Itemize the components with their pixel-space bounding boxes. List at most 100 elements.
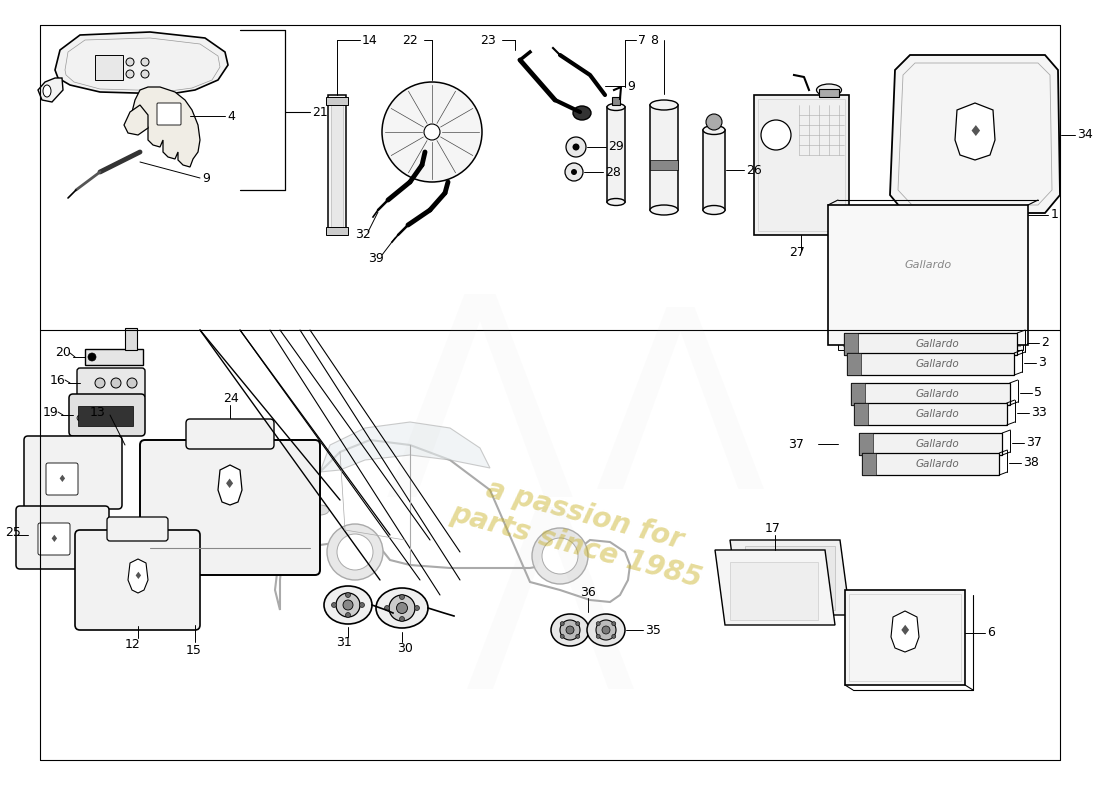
Circle shape [327, 524, 383, 580]
Bar [78, 406, 133, 426]
Polygon shape [730, 540, 850, 615]
FancyBboxPatch shape [24, 436, 122, 509]
Circle shape [575, 622, 580, 626]
Bar [703, 130, 725, 210]
Circle shape [542, 538, 578, 574]
Text: ♦: ♦ [224, 478, 235, 491]
Text: a passion for
parts since 1985: a passion for parts since 1985 [447, 467, 713, 593]
Ellipse shape [607, 198, 625, 206]
FancyBboxPatch shape [157, 103, 182, 125]
Polygon shape [39, 78, 63, 102]
Circle shape [336, 593, 360, 617]
FancyBboxPatch shape [77, 368, 145, 398]
Polygon shape [955, 103, 996, 160]
Bar [861, 453, 999, 475]
Ellipse shape [311, 505, 329, 515]
Bar [847, 353, 860, 375]
Text: 31: 31 [336, 637, 352, 650]
Bar [844, 333, 858, 355]
Circle shape [706, 114, 722, 130]
Circle shape [596, 634, 601, 638]
Text: 28: 28 [605, 166, 620, 178]
Text: ♦: ♦ [899, 624, 911, 638]
Circle shape [88, 353, 96, 361]
Text: 19: 19 [43, 406, 58, 418]
Circle shape [566, 626, 574, 634]
FancyBboxPatch shape [39, 523, 70, 555]
Circle shape [126, 58, 134, 66]
Ellipse shape [551, 614, 588, 646]
FancyBboxPatch shape [69, 394, 145, 436]
Ellipse shape [816, 84, 842, 96]
Ellipse shape [376, 588, 428, 628]
FancyBboxPatch shape [107, 517, 168, 541]
Bar [328, 95, 346, 235]
Circle shape [87, 415, 94, 421]
Circle shape [424, 124, 440, 140]
Ellipse shape [607, 103, 625, 110]
Circle shape [566, 137, 586, 157]
Circle shape [572, 143, 580, 150]
Text: 13: 13 [90, 406, 106, 418]
Polygon shape [128, 559, 148, 593]
FancyBboxPatch shape [186, 419, 274, 449]
Text: 5: 5 [1034, 386, 1042, 399]
Bar [861, 453, 876, 475]
Text: 25: 25 [6, 526, 21, 538]
Bar [326, 97, 348, 105]
Bar [758, 99, 845, 231]
Text: 14: 14 [362, 34, 377, 46]
Text: 20: 20 [55, 346, 70, 359]
Circle shape [399, 594, 405, 599]
Bar [859, 433, 872, 455]
Circle shape [560, 622, 564, 626]
Text: 38: 38 [1023, 457, 1040, 470]
Text: 7: 7 [638, 34, 646, 46]
Bar [849, 594, 961, 681]
Text: 6: 6 [987, 626, 994, 639]
Circle shape [141, 58, 149, 66]
Circle shape [360, 602, 364, 607]
Text: 37: 37 [1026, 437, 1042, 450]
Circle shape [345, 613, 351, 618]
Bar [612, 97, 620, 105]
Text: 1: 1 [1050, 209, 1059, 222]
Text: 22: 22 [402, 34, 418, 46]
Circle shape [415, 606, 419, 610]
Circle shape [596, 622, 601, 626]
Bar [125, 328, 138, 350]
Bar [820, 89, 839, 97]
Text: 35: 35 [645, 623, 661, 637]
Bar [847, 353, 1014, 375]
Circle shape [95, 378, 104, 388]
Ellipse shape [650, 205, 678, 215]
Circle shape [560, 634, 564, 638]
Polygon shape [890, 55, 1060, 213]
Circle shape [612, 622, 616, 626]
FancyBboxPatch shape [75, 530, 200, 630]
Ellipse shape [703, 206, 725, 214]
Text: Gallardo: Gallardo [915, 409, 959, 419]
FancyBboxPatch shape [16, 506, 109, 569]
Text: 3: 3 [1038, 357, 1046, 370]
Text: 27: 27 [789, 246, 805, 259]
Circle shape [97, 415, 103, 421]
Circle shape [575, 634, 580, 638]
Circle shape [107, 415, 113, 421]
Text: ♦: ♦ [133, 571, 142, 581]
Circle shape [596, 620, 616, 640]
Circle shape [565, 163, 583, 181]
Polygon shape [124, 105, 148, 135]
Text: Gallardo: Gallardo [915, 339, 959, 349]
Text: 17: 17 [764, 522, 781, 534]
Circle shape [117, 415, 123, 421]
Ellipse shape [324, 586, 372, 624]
Bar [851, 383, 1010, 405]
Circle shape [345, 593, 351, 598]
Text: 39: 39 [368, 251, 384, 265]
Bar [326, 227, 348, 235]
Text: ♦: ♦ [57, 474, 66, 484]
Text: 2: 2 [1042, 337, 1049, 350]
Polygon shape [320, 422, 490, 472]
Text: Λ: Λ [464, 499, 636, 741]
